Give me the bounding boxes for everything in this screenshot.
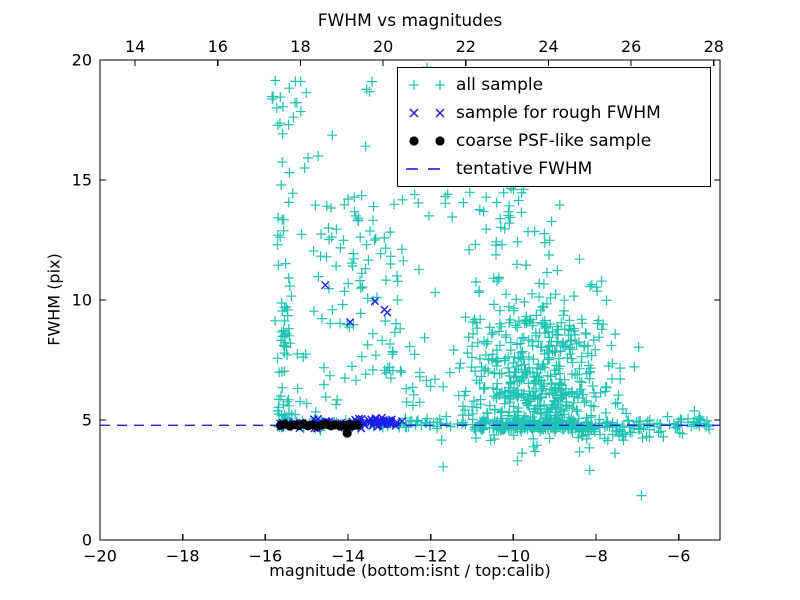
x-tick-label: −18 — [166, 547, 200, 566]
legend-label-all-sample: all sample — [456, 75, 544, 95]
x-tick-label: −10 — [496, 547, 530, 566]
legend: all sample sample for rough FWHM coarse … — [397, 67, 711, 187]
y-tick-label: 15 — [72, 171, 92, 190]
dot-marker-icon — [409, 136, 445, 146]
top-tick-label: 16 — [208, 37, 228, 56]
legend-label-rough-fwhm: sample for rough FWHM — [456, 103, 661, 123]
legend-entry-tentative-fwhm: tentative FWHM — [398, 155, 710, 183]
top-tick-label: 22 — [456, 37, 476, 56]
top-tick-label: 28 — [704, 37, 724, 56]
legend-label-tentative-fwhm: tentative FWHM — [456, 159, 593, 179]
top-tick-label: 24 — [538, 37, 558, 56]
x-axis-label: magnitude (bottom:isnt / top:calib) — [269, 561, 551, 580]
y-tick-label: 20 — [72, 51, 92, 70]
plus-marker-icon — [409, 80, 445, 90]
top-tick-label: 26 — [621, 37, 641, 56]
x-tick-label: −8 — [584, 547, 608, 566]
y-tick-label: 5 — [82, 411, 92, 430]
legend-label-coarse-psf: coarse PSF-like sample — [456, 131, 652, 151]
x-tick-label: −20 — [83, 547, 117, 566]
dashed-line-icon — [406, 168, 440, 170]
top-tick-label: 14 — [125, 37, 145, 56]
legend-entry-all-sample: all sample — [398, 71, 710, 99]
legend-entry-coarse-psf: coarse PSF-like sample — [398, 127, 710, 155]
series-coarse-psf — [276, 419, 363, 438]
y-tick-label: 0 — [82, 531, 92, 550]
top-tick-label: 20 — [373, 37, 393, 56]
y-axis-label: FWHM (pix) — [44, 253, 64, 346]
coarse-psf-point — [342, 428, 352, 438]
x-tick-label: −16 — [248, 547, 282, 566]
x-tick-label: −14 — [331, 547, 365, 566]
chart-title: FWHM vs magnitudes — [317, 11, 503, 31]
coarse-psf-point — [352, 420, 363, 430]
x-tick-label: −6 — [667, 547, 691, 566]
x-tick-label: −12 — [414, 547, 448, 566]
series-all-sample — [267, 62, 715, 501]
y-tick-label: 10 — [72, 291, 92, 310]
x-marker-icon — [409, 108, 445, 118]
top-tick-label: 18 — [290, 37, 310, 56]
legend-entry-rough-fwhm: sample for rough FWHM — [398, 99, 710, 127]
